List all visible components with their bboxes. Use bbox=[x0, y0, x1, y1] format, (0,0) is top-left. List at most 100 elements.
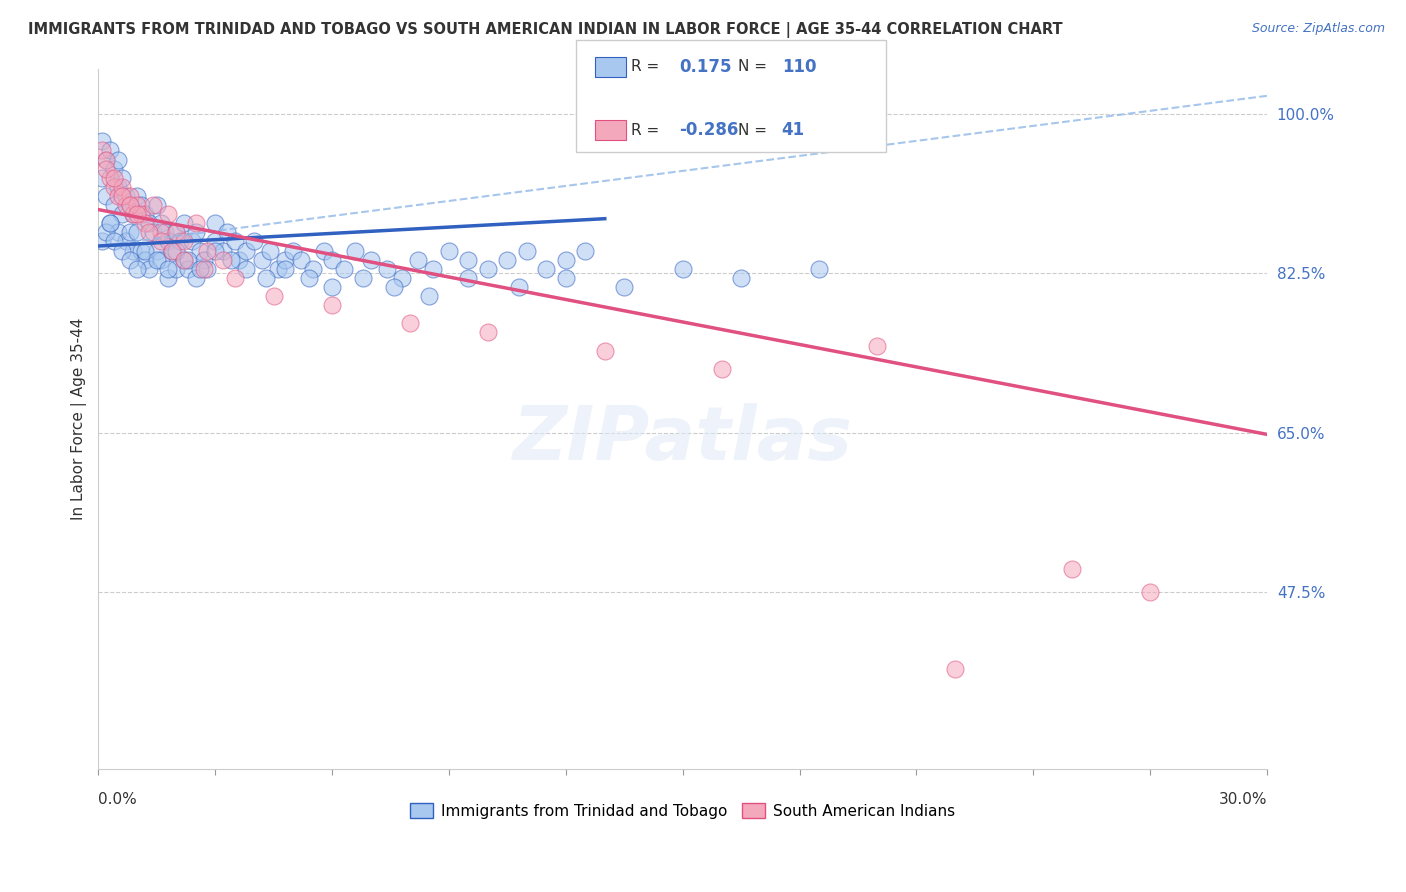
Point bbox=[281, 244, 304, 258]
Point bbox=[138, 225, 160, 239]
Point bbox=[437, 244, 460, 258]
Point bbox=[103, 161, 125, 176]
Point bbox=[165, 261, 187, 276]
Point bbox=[321, 252, 343, 267]
Point bbox=[173, 235, 195, 249]
Point bbox=[197, 261, 219, 276]
Legend: Immigrants from Trinidad and Tobago, South American Indians: Immigrants from Trinidad and Tobago, Sou… bbox=[404, 797, 962, 825]
Text: N =: N = bbox=[738, 60, 772, 74]
Point bbox=[134, 244, 156, 258]
Point bbox=[107, 225, 129, 239]
Point bbox=[290, 252, 312, 267]
Point bbox=[165, 225, 187, 239]
Point bbox=[391, 270, 413, 285]
Point bbox=[94, 161, 117, 176]
Point bbox=[321, 280, 343, 294]
Point bbox=[114, 189, 136, 203]
Point bbox=[142, 198, 165, 212]
Point bbox=[111, 170, 134, 185]
Point bbox=[118, 225, 141, 239]
Point bbox=[149, 216, 172, 230]
Point bbox=[613, 280, 636, 294]
Point bbox=[184, 225, 207, 239]
Point bbox=[129, 207, 152, 221]
Point bbox=[219, 252, 242, 267]
Text: ZIPatlas: ZIPatlas bbox=[513, 403, 852, 476]
Point bbox=[808, 261, 831, 276]
Point bbox=[184, 270, 207, 285]
Point bbox=[111, 244, 134, 258]
Point bbox=[157, 235, 180, 249]
Point bbox=[103, 198, 125, 212]
Point bbox=[399, 317, 422, 331]
Point bbox=[243, 235, 266, 249]
Point bbox=[259, 244, 281, 258]
Point bbox=[153, 225, 176, 239]
Point bbox=[118, 198, 141, 212]
Point bbox=[184, 216, 207, 230]
Point bbox=[122, 244, 145, 258]
Point bbox=[98, 170, 121, 185]
Point bbox=[173, 252, 195, 267]
Point bbox=[149, 252, 172, 267]
Text: R =: R = bbox=[631, 60, 665, 74]
Point bbox=[384, 280, 406, 294]
Point bbox=[406, 252, 429, 267]
Point bbox=[127, 225, 149, 239]
Point bbox=[94, 189, 117, 203]
Point bbox=[298, 270, 321, 285]
Point bbox=[138, 261, 160, 276]
Point bbox=[103, 179, 125, 194]
Point bbox=[554, 252, 576, 267]
Point bbox=[333, 261, 356, 276]
Point bbox=[107, 179, 129, 194]
Point bbox=[1139, 584, 1161, 599]
Point bbox=[193, 252, 215, 267]
Point bbox=[730, 270, 752, 285]
Point bbox=[146, 252, 169, 267]
Point bbox=[146, 244, 169, 258]
Point bbox=[173, 216, 195, 230]
Point bbox=[134, 207, 156, 221]
Point bbox=[91, 170, 114, 185]
Point bbox=[235, 261, 257, 276]
Point bbox=[91, 144, 114, 158]
Point bbox=[127, 261, 149, 276]
Text: IMMIGRANTS FROM TRINIDAD AND TOBAGO VS SOUTH AMERICAN INDIAN IN LABOR FORCE | AG: IMMIGRANTS FROM TRINIDAD AND TOBAGO VS S… bbox=[28, 22, 1063, 38]
Point bbox=[118, 198, 141, 212]
Point bbox=[94, 225, 117, 239]
Point bbox=[197, 244, 219, 258]
Point bbox=[157, 270, 180, 285]
Point bbox=[165, 225, 187, 239]
Point bbox=[98, 216, 121, 230]
Point bbox=[188, 261, 211, 276]
Point bbox=[146, 198, 169, 212]
Point bbox=[212, 252, 235, 267]
Text: Source: ZipAtlas.com: Source: ZipAtlas.com bbox=[1251, 22, 1385, 36]
Point bbox=[224, 235, 246, 249]
Point bbox=[193, 261, 215, 276]
Point bbox=[177, 252, 200, 267]
Point bbox=[127, 207, 149, 221]
Point bbox=[274, 252, 297, 267]
Point bbox=[98, 144, 121, 158]
Point bbox=[127, 198, 149, 212]
Point bbox=[710, 362, 733, 376]
Point bbox=[314, 244, 336, 258]
Point bbox=[111, 179, 134, 194]
Point bbox=[477, 326, 499, 340]
Point bbox=[672, 261, 695, 276]
Point bbox=[188, 244, 211, 258]
Point bbox=[129, 198, 152, 212]
Point bbox=[422, 261, 444, 276]
Point bbox=[122, 207, 145, 221]
Point bbox=[215, 225, 238, 239]
Point bbox=[344, 244, 367, 258]
Point bbox=[496, 252, 519, 267]
Point bbox=[157, 207, 180, 221]
Point bbox=[111, 207, 134, 221]
Point bbox=[274, 261, 297, 276]
Point bbox=[114, 235, 136, 249]
Point bbox=[118, 189, 141, 203]
Point bbox=[418, 289, 440, 303]
